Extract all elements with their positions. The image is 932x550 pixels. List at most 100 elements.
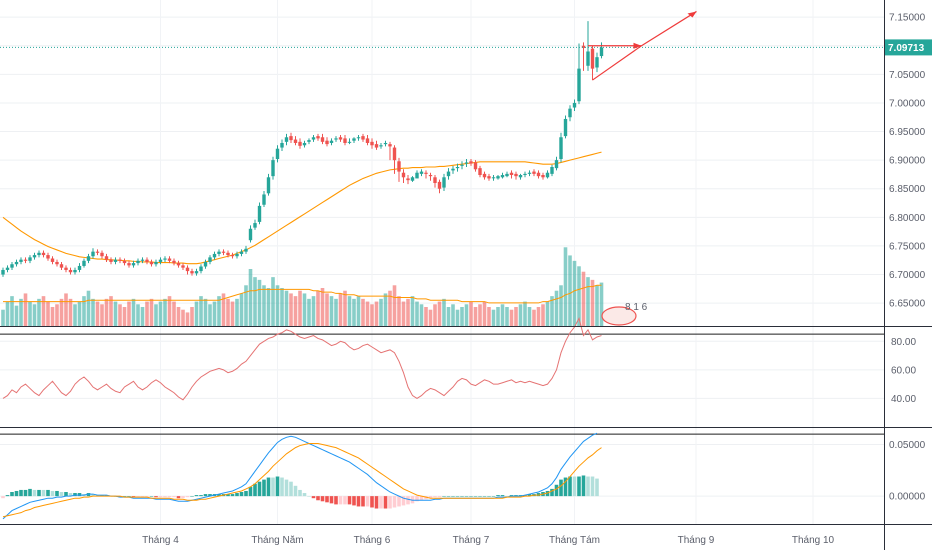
candle-body[interactable] [311, 137, 316, 140]
candle-body[interactable] [266, 177, 271, 194]
candle-body[interactable] [356, 137, 361, 139]
candle-body[interactable] [217, 251, 221, 254]
candle-body[interactable] [23, 259, 28, 261]
candle-body[interactable] [28, 257, 32, 261]
candle-body[interactable] [127, 263, 131, 266]
events-badge-icon[interactable] [601, 306, 637, 326]
candle-body[interactable] [95, 251, 100, 253]
candle-body[interactable] [599, 47, 604, 57]
candle-body[interactable] [235, 253, 239, 257]
rsi-line[interactable] [2, 317, 602, 401]
candle-body[interactable] [154, 261, 158, 265]
candle-body[interactable] [536, 172, 541, 177]
candle-body[interactable] [590, 48, 595, 69]
candle-body[interactable] [370, 141, 374, 146]
candle-body[interactable] [379, 145, 383, 147]
candle-body[interactable] [68, 269, 73, 273]
candle-body[interactable] [140, 259, 145, 261]
candle-body[interactable] [374, 144, 379, 148]
candle-body[interactable] [473, 162, 478, 170]
candle-body[interactable] [329, 140, 334, 143]
candle-body[interactable] [262, 194, 266, 205]
candle-body[interactable] [451, 168, 455, 171]
candle-body[interactable] [10, 264, 14, 268]
candle-body[interactable] [253, 223, 257, 228]
candle-body[interactable] [104, 256, 109, 260]
candle-body[interactable] [532, 171, 536, 174]
candle-body[interactable] [73, 269, 77, 273]
candle-body[interactable] [361, 136, 365, 140]
candle-body[interactable] [302, 142, 307, 146]
macd-line[interactable] [2, 432, 598, 520]
candle-body[interactable] [460, 164, 464, 166]
candle-body[interactable] [212, 253, 217, 258]
candle-body[interactable] [509, 172, 514, 176]
candle-body[interactable] [523, 173, 527, 176]
candle-body[interactable] [59, 264, 64, 268]
candle-body[interactable] [136, 260, 140, 264]
candle-body[interactable] [388, 144, 392, 147]
candle-body[interactable] [325, 140, 329, 145]
candle-body[interactable] [190, 271, 194, 274]
candle-body[interactable] [577, 68, 581, 102]
events-badge[interactable]: 8 1 6 [601, 302, 648, 326]
candle-body[interactable] [397, 161, 401, 172]
candle-body[interactable] [41, 252, 46, 256]
candle-body[interactable] [581, 45, 586, 49]
candle-body[interactable] [514, 173, 518, 177]
candle-body[interactable] [334, 138, 338, 140]
rsi-pane[interactable] [0, 317, 884, 435]
candle-body[interactable] [77, 265, 82, 270]
candle-body[interactable] [1, 269, 5, 275]
candle-body[interactable] [208, 257, 212, 262]
candle-body[interactable] [244, 248, 248, 252]
candle-body[interactable] [118, 259, 122, 261]
candle-body[interactable] [424, 172, 428, 174]
candle-body[interactable] [307, 140, 311, 142]
candle-body[interactable] [496, 176, 500, 179]
candle-body[interactable] [316, 136, 320, 139]
candle-body[interactable] [320, 137, 325, 142]
candle-body[interactable] [392, 147, 397, 161]
candle-body[interactable] [595, 57, 599, 68]
candle-body[interactable] [428, 175, 433, 177]
candle-body[interactable] [365, 138, 370, 143]
candle-body[interactable] [248, 228, 253, 241]
candle-body[interactable] [406, 178, 410, 181]
candle-body[interactable] [163, 258, 167, 260]
candle-body[interactable] [464, 162, 469, 164]
candle-body[interactable] [280, 142, 284, 148]
candle-body[interactable] [550, 167, 554, 174]
candle-body[interactable] [86, 256, 91, 261]
candle-body[interactable] [185, 267, 190, 272]
candle-body[interactable] [172, 260, 176, 264]
candle-body[interactable] [113, 259, 118, 262]
candle-body[interactable] [446, 171, 451, 177]
candle-body[interactable] [100, 252, 104, 257]
candle-body[interactable] [478, 168, 482, 176]
trend-drawings[interactable] [588, 10, 697, 81]
candle-body[interactable] [487, 176, 491, 179]
projection-arrow-line[interactable] [641, 10, 697, 47]
candle-body[interactable] [482, 173, 487, 178]
candle-body[interactable] [415, 172, 419, 179]
candle-body[interactable] [203, 261, 208, 267]
candle-body[interactable] [55, 261, 59, 265]
candle-body[interactable] [176, 263, 181, 266]
candle-body[interactable] [109, 259, 113, 262]
candle-body[interactable] [541, 175, 545, 178]
candle-body[interactable] [352, 138, 356, 141]
candle-body[interactable] [14, 261, 19, 265]
candle-body[interactable] [5, 267, 10, 270]
candle-body[interactable] [343, 138, 347, 143]
candle-body[interactable] [419, 171, 424, 174]
candle-body[interactable] [230, 255, 235, 257]
candle-body[interactable] [50, 258, 55, 262]
candle-body[interactable] [338, 137, 343, 140]
candle-body[interactable] [563, 118, 568, 137]
candle-body[interactable] [181, 265, 185, 268]
candle-body[interactable] [257, 205, 262, 222]
candle-body[interactable] [298, 141, 302, 146]
candle-body[interactable] [167, 258, 172, 261]
